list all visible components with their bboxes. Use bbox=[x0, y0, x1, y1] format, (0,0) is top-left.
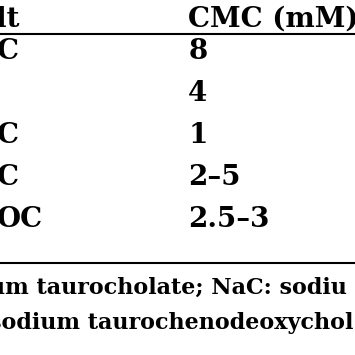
Text: C: C bbox=[0, 164, 18, 191]
Text: C: C bbox=[0, 38, 18, 65]
Text: lt: lt bbox=[0, 6, 20, 33]
Text: 1: 1 bbox=[188, 122, 208, 149]
Text: 2.5–3: 2.5–3 bbox=[188, 206, 269, 233]
Text: sodium taurochenodeoxychol: sodium taurochenodeoxychol bbox=[0, 312, 354, 334]
Text: C: C bbox=[0, 122, 18, 149]
Text: 8: 8 bbox=[188, 38, 207, 65]
Text: 4: 4 bbox=[188, 80, 207, 107]
Text: CMC (mM): CMC (mM) bbox=[188, 6, 355, 33]
Text: um taurocholate; NaC: sodiu: um taurocholate; NaC: sodiu bbox=[0, 277, 347, 299]
Text: 2–5: 2–5 bbox=[188, 164, 241, 191]
Text: OC: OC bbox=[0, 206, 43, 233]
